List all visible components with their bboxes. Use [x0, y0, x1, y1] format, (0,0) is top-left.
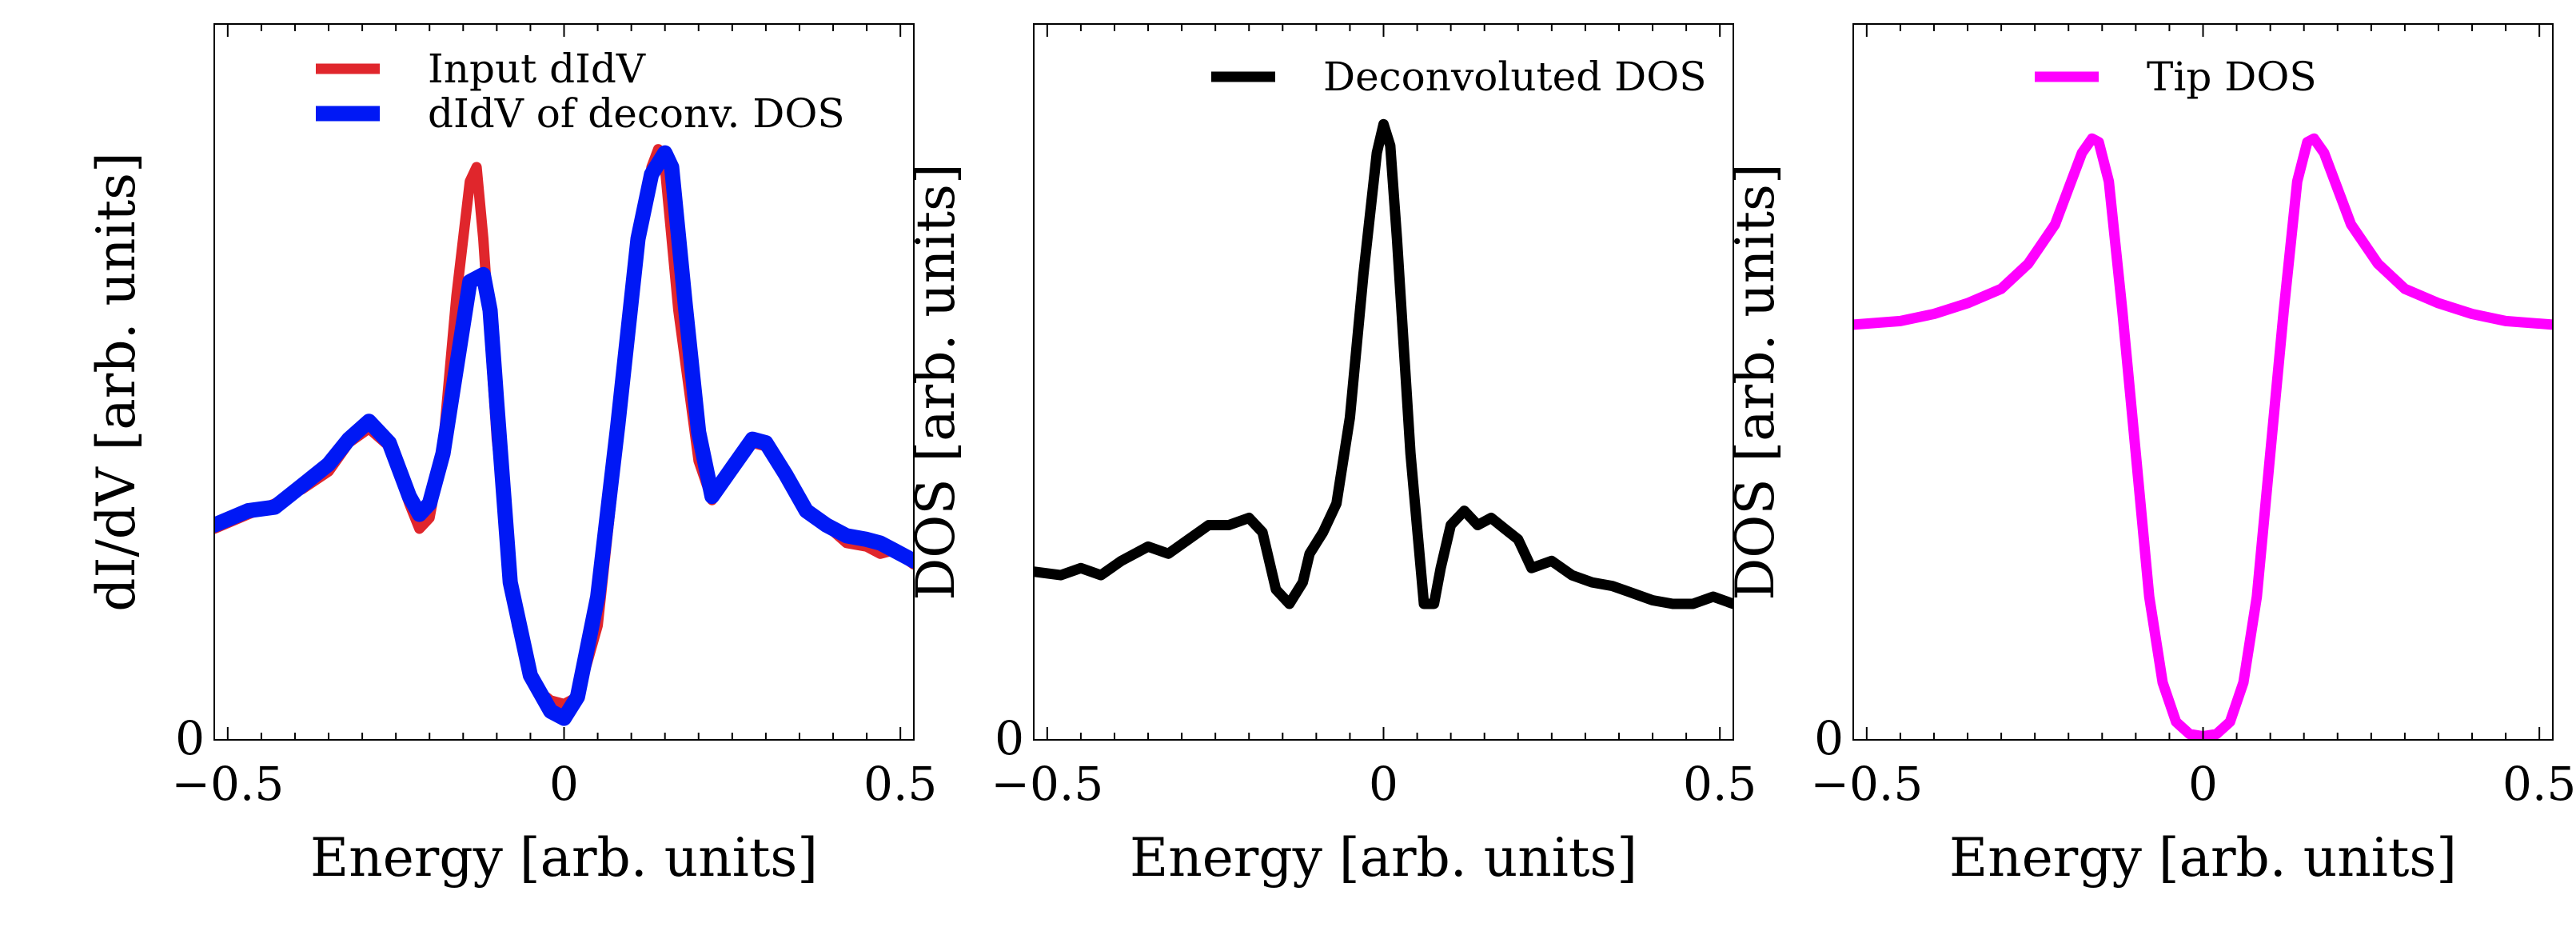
y-tick-label: 0 [995, 711, 1024, 765]
x-tick-label: 0 [549, 757, 579, 811]
x-tick-label: 0 [2188, 757, 2218, 811]
legend-label-input-didv: Input dIdV [428, 46, 646, 92]
series-line-tip-dos [1853, 133, 2553, 740]
y-tick-label: 0 [1814, 711, 1844, 765]
x-tick-label: 0 [1369, 757, 1398, 811]
legend-label-tip-dos: Tip DOS [2147, 54, 2317, 100]
legend-label-didv-of-deconv-dos: dIdV of deconv. DOS [428, 90, 845, 137]
x-tick-label: 0.5 [2502, 757, 2576, 811]
x-tick-label: −0.5 [171, 757, 284, 811]
legend-label-deconvoluted-dos: Deconvoluted DOS [1323, 54, 1706, 100]
series-line-deconvoluted-dos [1034, 118, 1733, 609]
y-tick-label: 0 [175, 711, 205, 765]
legend: Tip DOS [2035, 54, 2317, 100]
x-tick-label: −0.5 [991, 757, 1103, 811]
x-tick-label: 0.5 [1683, 757, 1757, 811]
x-tick-label: −0.5 [1810, 757, 1923, 811]
x-tick-label: 0.5 [863, 757, 937, 811]
x-axis-label: Energy [arb. units] [310, 827, 818, 889]
legend: Deconvoluted DOS [1211, 54, 1706, 100]
x-axis-label: Energy [arb. units] [1130, 827, 1637, 889]
y-axis-label: DOS [arb. units] [1725, 163, 1786, 600]
plot-frame [1852, 23, 2554, 741]
y-axis-label: DOS [arb. units] [905, 163, 967, 600]
series-line-input-didv [214, 144, 914, 709]
y-axis-label: dI/dV [arb. units] [86, 152, 147, 612]
series-line-didv-of-deconv-dos [214, 145, 914, 726]
x-axis-label: Energy [arb. units] [1949, 827, 2457, 889]
